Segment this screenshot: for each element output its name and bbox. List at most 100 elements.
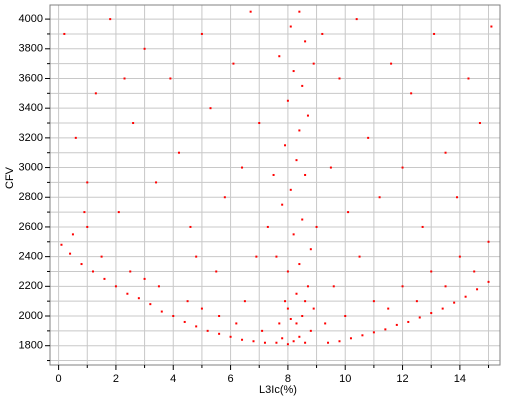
plot-frame	[49, 4, 501, 366]
point	[347, 211, 350, 214]
y-tick-label: 3000	[19, 161, 43, 173]
point	[372, 300, 375, 303]
point	[275, 341, 278, 344]
point	[467, 77, 470, 80]
point	[123, 77, 126, 80]
x-axis-label: L3Ic(%)	[259, 384, 297, 396]
point	[284, 300, 287, 303]
point	[295, 322, 298, 325]
point	[312, 307, 315, 310]
point	[241, 166, 244, 169]
point	[344, 315, 347, 318]
point	[312, 62, 315, 65]
point	[384, 328, 387, 331]
point	[298, 335, 301, 338]
point	[255, 255, 258, 258]
point	[235, 322, 238, 325]
point	[258, 122, 261, 125]
point	[329, 166, 332, 169]
point	[223, 196, 226, 199]
point	[338, 77, 341, 80]
y-tick-label: 2600	[19, 221, 43, 233]
point	[301, 218, 304, 221]
point	[261, 329, 264, 332]
point	[206, 329, 209, 332]
point	[278, 55, 281, 58]
point	[218, 332, 221, 335]
point	[309, 248, 312, 251]
point	[103, 277, 106, 280]
point	[160, 310, 163, 313]
point	[301, 315, 304, 318]
point	[143, 277, 146, 280]
point	[149, 303, 152, 306]
point	[86, 181, 89, 184]
point	[401, 285, 404, 288]
x-tick-label: 2	[113, 373, 119, 385]
point	[100, 255, 103, 258]
point	[252, 340, 255, 343]
x-tick-label: 12	[396, 373, 408, 385]
point	[83, 211, 86, 214]
point	[286, 307, 289, 310]
point	[189, 225, 192, 228]
point	[195, 255, 198, 258]
point	[292, 233, 295, 236]
point	[304, 300, 307, 303]
point	[286, 343, 289, 346]
point	[295, 292, 298, 295]
point	[278, 322, 281, 325]
point	[490, 25, 493, 28]
point	[444, 285, 447, 288]
point	[421, 225, 424, 228]
y-tick-label: 1800	[19, 340, 43, 352]
point	[232, 62, 235, 65]
point	[266, 225, 269, 228]
point	[71, 233, 74, 236]
point	[441, 307, 444, 310]
point	[172, 315, 175, 318]
point	[215, 270, 218, 273]
point	[80, 263, 83, 266]
point	[241, 338, 244, 341]
point	[410, 92, 413, 95]
point	[263, 341, 266, 344]
x-tick-label: 0	[56, 373, 62, 385]
point	[487, 240, 490, 243]
point	[407, 320, 410, 323]
points	[60, 10, 493, 346]
y-tick-label: 3200	[19, 132, 43, 144]
point	[74, 136, 77, 139]
point	[272, 173, 275, 176]
point	[137, 297, 140, 300]
point	[200, 32, 203, 35]
point	[292, 70, 295, 73]
point	[286, 270, 289, 273]
x-tick-label: 6	[228, 373, 234, 385]
point	[378, 196, 381, 199]
point	[281, 203, 284, 206]
point	[401, 166, 404, 169]
point	[458, 255, 461, 258]
point	[69, 252, 72, 255]
point	[286, 99, 289, 102]
point	[349, 337, 352, 340]
point	[109, 18, 112, 21]
point	[229, 335, 232, 338]
point	[332, 285, 335, 288]
point	[209, 107, 212, 110]
point	[487, 280, 490, 283]
point	[444, 151, 447, 154]
y-tick-label: 2400	[19, 251, 43, 263]
point	[430, 270, 433, 273]
point	[275, 255, 278, 258]
point	[284, 144, 287, 147]
point	[183, 320, 186, 323]
point	[324, 322, 327, 325]
point	[200, 307, 203, 310]
point	[186, 300, 189, 303]
y-tick-label: 3400	[19, 102, 43, 114]
point	[292, 340, 295, 343]
x-tick-label: 8	[285, 373, 291, 385]
